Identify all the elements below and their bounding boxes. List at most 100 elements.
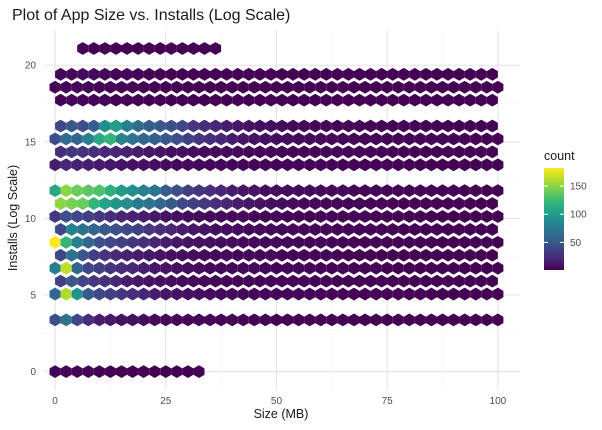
hex-cell — [60, 158, 72, 172]
hex-cell — [187, 145, 199, 159]
hex-cell — [237, 132, 249, 146]
hex-cell — [66, 248, 78, 262]
hex-cell — [149, 235, 161, 249]
hex-cell — [176, 93, 188, 107]
hex-cell — [315, 80, 327, 94]
hex-cell — [342, 93, 354, 107]
hex-cell — [453, 119, 465, 133]
hex-cell — [49, 313, 61, 327]
hex-cell — [270, 184, 282, 198]
hex-cell — [486, 145, 498, 159]
hex-cell — [88, 274, 100, 288]
hex-cell — [381, 80, 393, 94]
hex-cell — [403, 158, 415, 172]
hex-cell — [353, 119, 366, 133]
hex-cell — [381, 158, 393, 172]
hex-cell — [331, 274, 343, 288]
hex-cell — [149, 184, 161, 198]
hex-cell — [470, 210, 482, 223]
hex-cell — [88, 119, 100, 133]
hex-cell — [127, 235, 139, 249]
hex-cell — [337, 184, 349, 198]
hex-cell — [115, 80, 128, 94]
hex-cell — [99, 67, 111, 81]
hex-cell — [348, 261, 360, 275]
hex-cell — [392, 261, 404, 275]
hex-cell — [376, 67, 388, 81]
hex-cell — [293, 261, 305, 275]
hex-cell — [154, 248, 166, 262]
hex-cell — [259, 235, 271, 249]
hex-cell — [215, 261, 227, 275]
hex-cell — [49, 261, 61, 275]
hex-cell — [414, 287, 426, 301]
hex-cell — [110, 197, 122, 210]
hex-cell — [55, 248, 67, 262]
hex-cell — [110, 67, 122, 81]
hex-cell — [171, 287, 183, 301]
hex-cell — [353, 197, 366, 210]
hex-cell — [71, 313, 83, 327]
hex-cell — [436, 184, 449, 198]
hex-cell — [243, 93, 255, 107]
hex-cell — [77, 248, 89, 262]
hex-cell — [143, 248, 155, 262]
hex-cell — [138, 313, 150, 327]
hex-cell — [276, 145, 288, 159]
hex-cell — [49, 210, 61, 223]
hex-cell — [370, 80, 382, 94]
hex-cell — [171, 210, 183, 223]
hex-cell — [309, 274, 321, 288]
hex-cell — [193, 287, 205, 301]
hex-cell — [293, 287, 305, 301]
hex-cell — [381, 235, 393, 249]
hex-cell — [71, 158, 83, 172]
hex-cell — [193, 365, 205, 379]
hex-cell — [287, 223, 299, 236]
hex-cell — [448, 210, 460, 223]
hex-cell — [293, 132, 305, 146]
hex-cell — [115, 261, 128, 275]
hex-cell — [66, 197, 78, 210]
hex-cell — [282, 287, 294, 301]
hex-cell — [110, 145, 122, 159]
hex-cell — [304, 313, 316, 327]
hex-cell — [254, 67, 266, 81]
hex-cell — [248, 313, 260, 327]
hex-cell — [115, 365, 128, 379]
hex-cell — [226, 235, 238, 249]
hex-cell — [304, 158, 316, 172]
hex-cell — [55, 145, 67, 159]
hex-cell — [337, 261, 349, 275]
hex-cell — [88, 248, 100, 262]
hex-cell — [171, 261, 183, 275]
hex-cell — [110, 119, 122, 133]
hex-cell — [409, 248, 421, 262]
hex-cell — [348, 132, 360, 146]
hex-cell — [298, 248, 310, 262]
hex-cell — [442, 145, 454, 159]
hex-cell — [431, 145, 443, 159]
hex-cell — [392, 210, 404, 223]
hex-cell — [254, 248, 266, 262]
x-tick-label: 75 — [382, 396, 394, 407]
hex-cell — [398, 145, 410, 159]
hex-cell — [49, 287, 61, 301]
hex-cell — [287, 93, 299, 107]
hex-cell — [232, 197, 244, 210]
x-axis-ticks: 0 25 50 75 100 — [52, 396, 506, 407]
hex-cell — [121, 67, 133, 81]
hex-cell — [88, 145, 100, 159]
hex-cell — [470, 184, 482, 198]
hex-cell — [165, 93, 177, 107]
hex-cell — [138, 132, 150, 146]
hex-cell — [431, 274, 443, 288]
hex-cell — [276, 93, 288, 107]
hex-cell — [49, 80, 61, 94]
hex-cell — [459, 132, 471, 146]
hex-cell — [215, 210, 227, 223]
hex-cell — [55, 67, 67, 81]
hex-cell — [326, 184, 338, 198]
hex-cell — [470, 235, 482, 249]
y-tick-label: 0 — [30, 367, 36, 378]
